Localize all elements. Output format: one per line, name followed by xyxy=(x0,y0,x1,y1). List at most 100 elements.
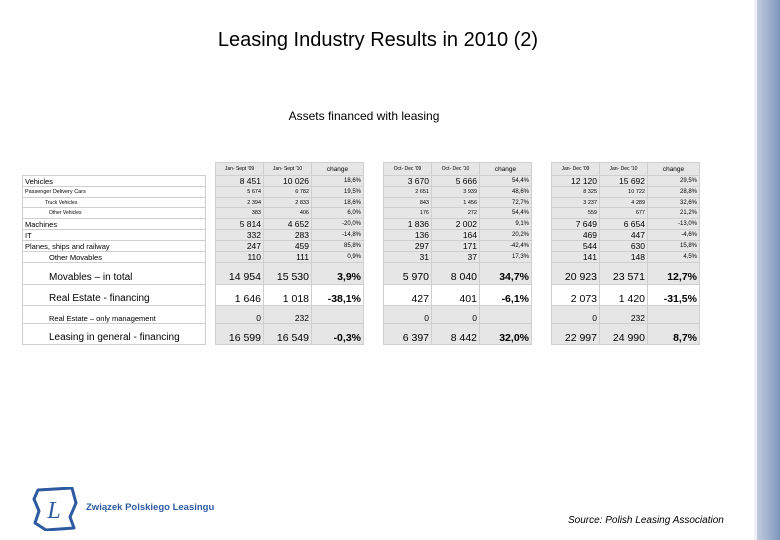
change-cell: 34,7% xyxy=(479,262,532,285)
column-header: Oct- Dec '10 xyxy=(431,162,480,176)
change-cell xyxy=(311,305,364,324)
row-label: Machines xyxy=(22,218,206,230)
value-cell: 8 040 xyxy=(431,262,480,285)
value-cell: 677 xyxy=(599,207,648,219)
value-cell: 2 394 xyxy=(215,197,264,208)
value-cell: 5 674 xyxy=(215,186,264,198)
value-cell: 20 923 xyxy=(551,262,600,285)
change-cell: 32,0% xyxy=(479,323,532,345)
change-cell: 21,2% xyxy=(647,207,700,219)
value-cell: 247 xyxy=(215,240,264,252)
value-cell: 3 939 xyxy=(431,186,480,198)
value-cell: 141 xyxy=(551,251,600,263)
value-cell: 111 xyxy=(263,251,312,263)
change-cell: 48,6% xyxy=(479,186,532,198)
column-header: Oct- Dec '09 xyxy=(383,162,432,176)
change-cell: 6,0% xyxy=(311,207,364,219)
change-cell: 32,6% xyxy=(647,197,700,208)
change-cell: 12,7% xyxy=(647,262,700,285)
value-cell: 2 651 xyxy=(383,186,432,198)
change-cell: 9,1% xyxy=(479,218,532,230)
value-cell: 1 420 xyxy=(599,284,648,306)
change-cell: 15,8% xyxy=(647,240,700,252)
value-cell: 8 442 xyxy=(431,323,480,345)
value-cell: 1 836 xyxy=(383,218,432,230)
value-cell: 22 997 xyxy=(551,323,600,345)
value-cell: 31 xyxy=(383,251,432,263)
value-cell: 401 xyxy=(431,284,480,306)
logo-text: Związek Polskiego Leasingu xyxy=(86,502,215,513)
value-cell: 297 xyxy=(383,240,432,252)
value-cell: 6 654 xyxy=(599,218,648,230)
value-cell: 15 692 xyxy=(599,175,648,187)
right-decorative-bar xyxy=(754,0,780,540)
table-row: Other Movables 110 111 0,9% 31 37 17,3% 141 148 4… xyxy=(22,251,700,263)
table-row: Passenger Delivery Cars 5 674 6 782 19,5% 2 … xyxy=(22,186,700,198)
change-cell: 3,9% xyxy=(311,262,364,285)
row-label: Other Vehicles xyxy=(22,207,206,219)
value-cell: 6 782 xyxy=(263,186,312,198)
row-label: Other Movables xyxy=(22,251,206,263)
table-row: IT 332 283 -14,8% 136 164 20,2% 469 447 -4,6% xyxy=(22,229,700,241)
table-row: Vehicles 8 451 10 026 18,6% 3 670 5 666 54,4% 1… xyxy=(22,175,700,187)
change-cell: -14,8% xyxy=(311,229,364,241)
change-cell: 18,6% xyxy=(311,197,364,208)
value-cell: 843 xyxy=(383,197,432,208)
value-cell: 4 652 xyxy=(263,218,312,230)
value-cell: 447 xyxy=(599,229,648,241)
value-cell: 0 xyxy=(383,305,432,324)
value-cell: 5 666 xyxy=(431,175,480,187)
table-row: Movables – in total 14 954 15 530 3,9% 5 970… xyxy=(22,262,700,285)
value-cell: 8 325 xyxy=(551,186,600,198)
change-cell xyxy=(479,305,532,324)
change-cell: 29,5% xyxy=(647,175,700,187)
change-cell: 17,3% xyxy=(479,251,532,263)
column-header: change xyxy=(311,162,364,176)
row-label: Truck Vehicles xyxy=(22,197,206,208)
change-cell: 20,2% xyxy=(479,229,532,241)
change-cell: -13,0% xyxy=(647,218,700,230)
value-cell: 0 xyxy=(551,305,600,324)
row-label: Leasing in general - financing xyxy=(22,323,206,345)
column-header: Jan- Dec '10 xyxy=(599,162,648,176)
column-header: change xyxy=(479,162,532,176)
table-subtitle: Assets financed with leasing xyxy=(288,109,440,123)
zpl-logo-icon: L xyxy=(32,487,78,531)
change-cell: -38,1% xyxy=(311,284,364,306)
value-cell: 2 833 xyxy=(263,197,312,208)
value-cell: 5 970 xyxy=(383,262,432,285)
value-cell: 148 xyxy=(599,251,648,263)
value-cell: 559 xyxy=(551,207,600,219)
value-cell: 283 xyxy=(263,229,312,241)
value-cell: 427 xyxy=(383,284,432,306)
value-cell: 0 xyxy=(215,305,264,324)
change-cell: 72,7% xyxy=(479,197,532,208)
change-cell: 54,4% xyxy=(479,175,532,187)
value-cell: 0 xyxy=(431,305,480,324)
row-label: Vehicles xyxy=(22,175,206,187)
value-cell: 8 451 xyxy=(215,175,264,187)
change-cell: 28,8% xyxy=(647,186,700,198)
value-cell: 171 xyxy=(431,240,480,252)
value-cell: 10 722 xyxy=(599,186,648,198)
change-cell: 85,8% xyxy=(311,240,364,252)
value-cell: 1 646 xyxy=(215,284,264,306)
table-row: Truck Vehicles 2 394 2 833 18,6% 843 1 456 72,… xyxy=(22,197,700,208)
value-cell: 544 xyxy=(551,240,600,252)
value-cell: 2 002 xyxy=(431,218,480,230)
value-cell: 16 599 xyxy=(215,323,264,345)
row-label: Movables – in total xyxy=(22,262,206,285)
value-cell: 4 289 xyxy=(599,197,648,208)
change-cell: 19,5% xyxy=(311,186,364,198)
change-cell xyxy=(647,305,700,324)
header-row: Jan- Sept '09 Jan- Sept '10 change Oct- Dec… xyxy=(22,162,700,176)
table-row: Leasing in general - financing 16 599 16 5… xyxy=(22,323,700,345)
change-cell: 54,4% xyxy=(479,207,532,219)
row-label: Planes, ships and railway xyxy=(22,240,206,252)
change-cell: 18,6% xyxy=(311,175,364,187)
table-row: Real Estate - financing 1 646 1 018 -38,1% 4… xyxy=(22,284,700,306)
value-cell: 164 xyxy=(431,229,480,241)
value-cell: 2 073 xyxy=(551,284,600,306)
row-label: Real Estate - financing xyxy=(22,284,206,306)
row-label: Real Estate – only management xyxy=(22,305,206,324)
